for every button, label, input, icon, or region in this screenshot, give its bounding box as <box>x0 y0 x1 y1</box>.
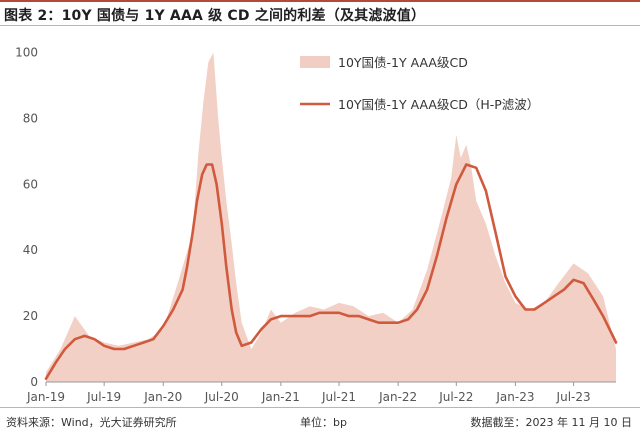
x-tick-label: Jan-20 <box>143 390 182 404</box>
x-tick-label: Jul-23 <box>556 390 591 404</box>
x-tick-label: Jan-21 <box>261 390 300 404</box>
legend-label-line: 10Y国债-1Y AAA级CD（H-P滤波） <box>338 97 539 112</box>
y-tick-label: 100 <box>15 45 38 59</box>
x-tick-label: Jul-20 <box>204 390 239 404</box>
chart-title: 图表 2：10Y 国债与 1Y AAA 级 CD 之间的利差（及其滤波值） <box>4 8 426 24</box>
y-tick-label: 0 <box>30 375 38 389</box>
footer-divider <box>0 407 640 408</box>
source-note: 资料来源：Wind，光大证券研究所 <box>6 416 177 429</box>
spread-area <box>46 52 616 382</box>
x-tick-label: Jan-22 <box>378 390 417 404</box>
x-tick-label: Jan-19 <box>26 390 65 404</box>
title-bar: 图表 2：10Y 国债与 1Y AAA 级 CD 之间的利差（及其滤波值） <box>0 0 640 26</box>
axes: 0 20 40 60 80 100 Jan-19 Jul-19 Jan-20 Jul-20 Jan-… <box>15 45 616 404</box>
legend-swatch-area <box>300 56 330 68</box>
x-tick-label: Jul-21 <box>321 390 356 404</box>
y-tick-label: 40 <box>23 243 38 257</box>
chart-plot: 0 20 40 60 80 100 Jan-19 Jul-19 Jan-20 Jul-20 Jan-… <box>15 45 618 404</box>
legend-label-area: 10Y国债-1Y AAA级CD <box>338 55 468 70</box>
date-note: 数据截至：2023 年 11 月 10 日 <box>470 416 632 429</box>
unit-note: 单位：bp <box>300 416 347 429</box>
x-tick-label: Jul-19 <box>86 390 121 404</box>
hp-filter-line <box>44 163 618 381</box>
y-tick-label: 80 <box>23 111 38 125</box>
legend: 10Y国债-1Y AAA级CD 10Y国债-1Y AAA级CD（H-P滤波） <box>300 55 539 112</box>
y-tick-label: 20 <box>23 309 38 323</box>
x-tick-label: Jul-22 <box>438 390 473 404</box>
x-tick-label: Jan-23 <box>495 390 534 404</box>
y-tick-label: 60 <box>23 177 38 191</box>
series-layer <box>44 52 618 382</box>
